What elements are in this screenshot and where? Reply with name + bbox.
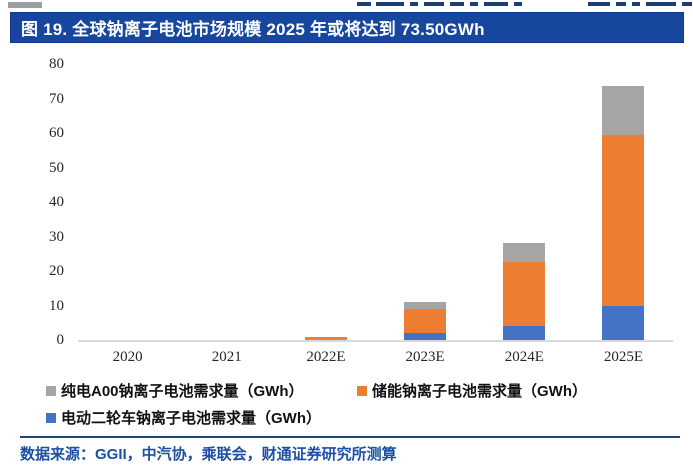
x-tick-label-2025E: 2025E bbox=[603, 349, 644, 365]
bar-segment-orange-2022E bbox=[304, 336, 347, 340]
bar-segment-orange-2024E bbox=[503, 262, 546, 327]
y-axis: 0 10 20 30 40 50 60 70 80 bbox=[38, 56, 78, 348]
legend-item-two-wheeler: 电动二轮车钠离子电池需求量（GWh） bbox=[46, 407, 321, 428]
legend-marker-gray-icon bbox=[46, 385, 56, 396]
y-tick-label: 50 bbox=[49, 159, 64, 176]
stacked-bar-2022E bbox=[304, 336, 347, 340]
figure-title: 图 19. 全球钠离子电池市场规模 2025 年或将达到 73.50GWh bbox=[21, 20, 485, 39]
clipped-text-artifact bbox=[410, 2, 418, 6]
y-tick-label: 60 bbox=[49, 125, 64, 141]
legend-marker-orange-icon bbox=[357, 385, 367, 396]
legend-label: 储能钠离子电池需求量（GWh） bbox=[372, 383, 587, 400]
clipped-text-artifact bbox=[450, 2, 464, 6]
x-tick-label-2023E: 2023E bbox=[405, 349, 445, 365]
y-tick-label: 30 bbox=[49, 228, 64, 245]
legend-marker-blue-icon bbox=[46, 412, 56, 423]
x-tick-label-2021: 2021 bbox=[211, 349, 242, 365]
clipped-text-artifact bbox=[376, 2, 404, 6]
bar-segment-gray-2024E bbox=[503, 243, 546, 263]
clipped-text-artifact bbox=[424, 2, 444, 6]
x-tick-label-2024E: 2024E bbox=[504, 349, 544, 365]
chart-legend: 纯电A00钠离子电池需求量（GWh） 储能钠离子电池需求量（GWh） 电动二轮车… bbox=[46, 380, 666, 434]
legend-item-storage: 储能钠离子电池需求量（GWh） bbox=[357, 380, 587, 401]
clipped-text-artifact bbox=[588, 2, 610, 6]
bar-segment-gray-2023E bbox=[404, 302, 447, 309]
bar-slot-2022E bbox=[276, 64, 375, 340]
clipped-text-artifact bbox=[470, 2, 478, 6]
bar-slot-2024E bbox=[475, 64, 574, 340]
y-tick-label: 10 bbox=[49, 297, 64, 314]
bar-segment-blue-2025E bbox=[602, 305, 645, 340]
x-tick-label-2022E: 2022E bbox=[306, 349, 346, 365]
bar-slot-2023E bbox=[376, 64, 475, 340]
bar-segment-orange-2023E bbox=[404, 308, 447, 334]
data-source-note: 数据来源：GGII，中汽协，乘联会，财通证券研究所测算 bbox=[20, 446, 397, 463]
y-tick-label: 70 bbox=[49, 90, 64, 107]
figure-title-bar: 图 19. 全球钠离子电池市场规模 2025 年或将达到 73.50GWh bbox=[10, 12, 684, 43]
bar-segment-gray-2025E bbox=[602, 86, 645, 135]
x-axis: 2020 2021 2022E 2023E 2024E 2025E bbox=[78, 349, 673, 366]
clipped-text-artifact bbox=[646, 2, 676, 6]
bar-segment-blue-2023E bbox=[404, 333, 447, 340]
plot-area bbox=[78, 64, 673, 342]
clipped-text-artifact bbox=[8, 2, 42, 8]
legend-label: 电动二轮车钠离子电池需求量（GWh） bbox=[61, 410, 321, 427]
clipped-text-artifact bbox=[514, 2, 522, 6]
bar-slot-2021 bbox=[177, 64, 276, 340]
bar-slot-2025E bbox=[574, 64, 673, 340]
y-tick-label: 0 bbox=[56, 332, 65, 348]
stacked-bar-2023E bbox=[404, 302, 447, 340]
clipped-text-artifact bbox=[484, 2, 508, 6]
bar-slot-2020 bbox=[78, 64, 177, 340]
stacked-bar-2024E bbox=[503, 243, 546, 340]
clipped-text-artifact bbox=[616, 2, 626, 6]
clipped-text-artifact bbox=[632, 2, 640, 6]
legend-label: 纯电A00钠离子电池需求量（GWh） bbox=[61, 383, 304, 400]
y-tick-label: 20 bbox=[49, 263, 64, 279]
y-tick-label: 40 bbox=[49, 194, 64, 210]
x-tick-label-2020: 2020 bbox=[112, 349, 143, 365]
y-tick-label: 80 bbox=[49, 56, 64, 72]
clipped-text-artifact bbox=[357, 2, 371, 6]
stacked-bar-2025E bbox=[602, 86, 645, 340]
footer-divider bbox=[20, 436, 680, 438]
clipped-text-artifact bbox=[682, 2, 692, 6]
bar-segment-blue-2024E bbox=[503, 326, 546, 340]
bar-segment-orange-2025E bbox=[602, 134, 645, 306]
legend-item-a00: 纯电A00钠离子电池需求量（GWh） bbox=[46, 380, 357, 401]
stacked-bar-chart: 0 10 20 30 40 50 60 70 80 2020 2021 2022E 2023E 2024… bbox=[38, 56, 673, 366]
